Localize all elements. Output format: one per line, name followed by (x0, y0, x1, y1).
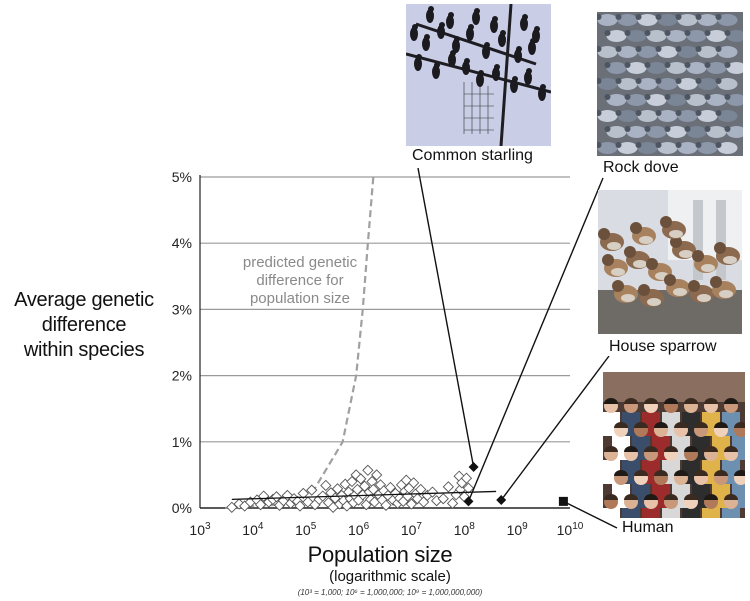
x-axis-label: Population size (307, 542, 453, 567)
data-point (405, 498, 418, 510)
data-point (320, 479, 332, 492)
x-axis-scale-label: (logarithmic scale) (329, 568, 451, 585)
x-axis-note: (10³ = 1,000; 10⁶ = 1,000,000; 10⁹ = 1,0… (297, 588, 483, 597)
y-axis-label-line: within species (23, 339, 145, 361)
highlighted-point (558, 496, 568, 506)
highlighted-point (463, 496, 474, 507)
label-house-sparrow: House sparrow (607, 338, 719, 356)
x-tick-label: 1010 (557, 521, 584, 538)
data-point (462, 482, 475, 494)
y-tick-label: 3% (172, 301, 192, 317)
leader-line (417, 167, 475, 468)
x-tick-label: 106 (348, 521, 370, 538)
highlighted-point (496, 495, 507, 506)
prediction-label: predicted genetic difference for populatio… (243, 254, 358, 307)
x-tick-label: 105 (295, 521, 317, 538)
data-point (426, 486, 439, 498)
highlighted-point (468, 461, 479, 472)
data-point (294, 500, 306, 512)
data-point (362, 464, 374, 476)
data-point (358, 480, 371, 492)
x-tick-label: 104 (242, 521, 264, 538)
data-point (384, 481, 397, 494)
y-axis-label-line: Average genetic (14, 289, 154, 311)
data-point (306, 484, 318, 496)
data-point (442, 481, 455, 493)
data-point (346, 475, 358, 488)
label-common-starling: Common starling (410, 147, 535, 165)
data-point (297, 487, 309, 500)
x-tick-label: 108 (454, 521, 476, 538)
label-rock-dove: Rock dove (601, 159, 681, 177)
y-tick-label: 2% (172, 368, 192, 384)
data-point (380, 499, 392, 511)
y-tick-label: 5% (172, 169, 192, 185)
leader-line (500, 355, 610, 501)
data-point (415, 483, 427, 496)
label-human: Human (620, 519, 676, 537)
data-point (446, 497, 459, 510)
data-point (371, 469, 383, 481)
y-axis-label: Average genetic difference within specie… (0, 288, 168, 363)
data-point (437, 493, 449, 505)
x-tick-label: 103 (189, 521, 211, 538)
data-point (331, 483, 344, 495)
y-tick-label: 0% (172, 500, 192, 516)
pigeons-photo (597, 12, 743, 156)
leader-line (563, 500, 618, 529)
sparrows-photo (598, 190, 742, 334)
prediction-curve (225, 176, 375, 510)
trend-line (231, 490, 497, 501)
crowd-photo (603, 372, 745, 518)
x-tick-label: 107 (401, 521, 423, 538)
data-point (355, 473, 367, 485)
data-point (270, 491, 283, 503)
data-point (460, 472, 473, 484)
y-axis-label-line: difference (41, 314, 127, 336)
starlings-photo (406, 4, 551, 146)
y-tick-label: 4% (172, 235, 192, 251)
leader-line (467, 177, 604, 502)
data-point (407, 477, 420, 489)
x-tick-label: 109 (507, 521, 529, 538)
y-tick-label: 1% (172, 434, 192, 450)
data-point (367, 483, 379, 496)
data-point (254, 499, 267, 511)
